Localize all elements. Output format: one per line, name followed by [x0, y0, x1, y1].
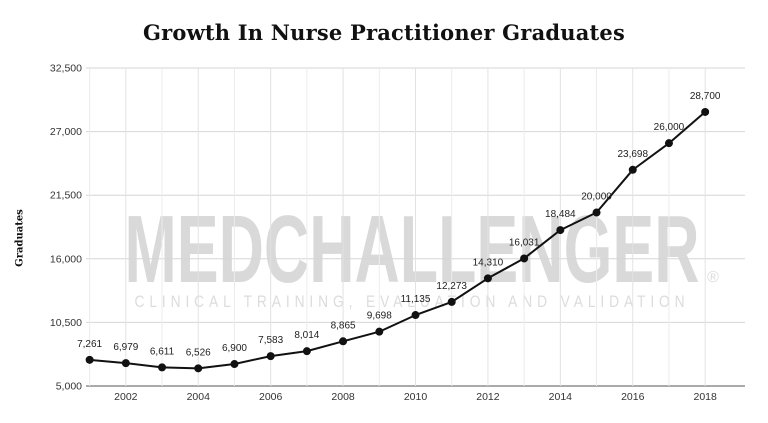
data-label: 6,979	[113, 342, 138, 353]
data-labels: 7,261 6,979 6,611 6,526 6,900 7,583 8,014 8,865…	[77, 91, 721, 358]
grid	[86, 67, 745, 387]
x-tick-label: 2016	[621, 391, 645, 403]
data-label: 8,014	[294, 330, 319, 341]
x-tick-label: 2014	[549, 391, 573, 403]
x-tick-label: 2018	[693, 391, 717, 403]
y-tick-label: 27,000	[50, 126, 82, 138]
x-tick-label: 2004	[187, 391, 211, 403]
axes: 5,000 10,500 16,000 21,500 27,000 32,500 2002 2…	[50, 63, 717, 404]
x-tick-label: 2010	[404, 391, 428, 403]
series-line	[89, 111, 706, 370]
series-graduates	[85, 107, 710, 373]
data-point	[411, 311, 420, 320]
data-point	[520, 254, 529, 263]
data-label: 6,611	[150, 346, 175, 357]
data-label: 23,698	[617, 149, 648, 160]
watermark-brand: MEDCHALLENGER	[125, 196, 700, 303]
data-label: 20,000	[581, 192, 612, 203]
x-tick-label: 2008	[331, 391, 355, 403]
watermark-registered-mark: ®	[707, 269, 719, 286]
data-point	[230, 360, 239, 369]
data-point	[701, 107, 710, 116]
data-label: 11,135	[401, 294, 431, 305]
data-point	[447, 297, 456, 306]
watermark: MEDCHALLENGER CLINICAL TRAINING, EVALUAT…	[125, 196, 720, 311]
y-tick-label: 10,500	[50, 317, 82, 329]
data-point	[556, 226, 565, 235]
x-tick-label: 2012	[476, 391, 500, 403]
data-label: 12,273	[436, 281, 467, 292]
data-point	[483, 274, 492, 283]
data-label: 28,700	[690, 91, 721, 102]
data-label: 18,484	[545, 209, 576, 220]
data-label: 8,865	[331, 320, 356, 331]
data-label: 9,698	[367, 311, 392, 322]
data-point	[339, 337, 348, 346]
x-tick-label: 2006	[259, 391, 283, 403]
data-label: 14,310	[473, 257, 504, 268]
watermark-tagline: CLINICAL TRAINING, EVALUATION AND VALIDA…	[135, 292, 690, 311]
y-tick-label: 5,000	[56, 381, 82, 393]
data-label: 7,583	[258, 335, 283, 346]
data-point	[628, 165, 637, 174]
data-label: 6,900	[222, 343, 247, 354]
data-point	[375, 327, 384, 336]
data-point	[194, 364, 203, 373]
data-label: 16,031	[509, 237, 540, 248]
data-point	[121, 359, 130, 368]
data-point	[664, 139, 673, 148]
data-point	[302, 347, 311, 356]
data-point	[592, 208, 601, 217]
data-point	[158, 363, 167, 372]
data-label: 6,526	[186, 347, 211, 358]
data-point	[266, 352, 275, 361]
data-label: 7,261	[77, 339, 102, 350]
y-tick-label: 16,000	[50, 253, 82, 265]
x-tick-label: 2002	[114, 391, 138, 403]
data-point	[85, 355, 94, 364]
data-label: 26,000	[654, 122, 685, 133]
y-tick-label: 32,500	[50, 63, 82, 75]
chart-title: Growth In Nurse Practitioner Graduates	[142, 20, 626, 45]
y-tick-label: 21,500	[50, 190, 82, 202]
